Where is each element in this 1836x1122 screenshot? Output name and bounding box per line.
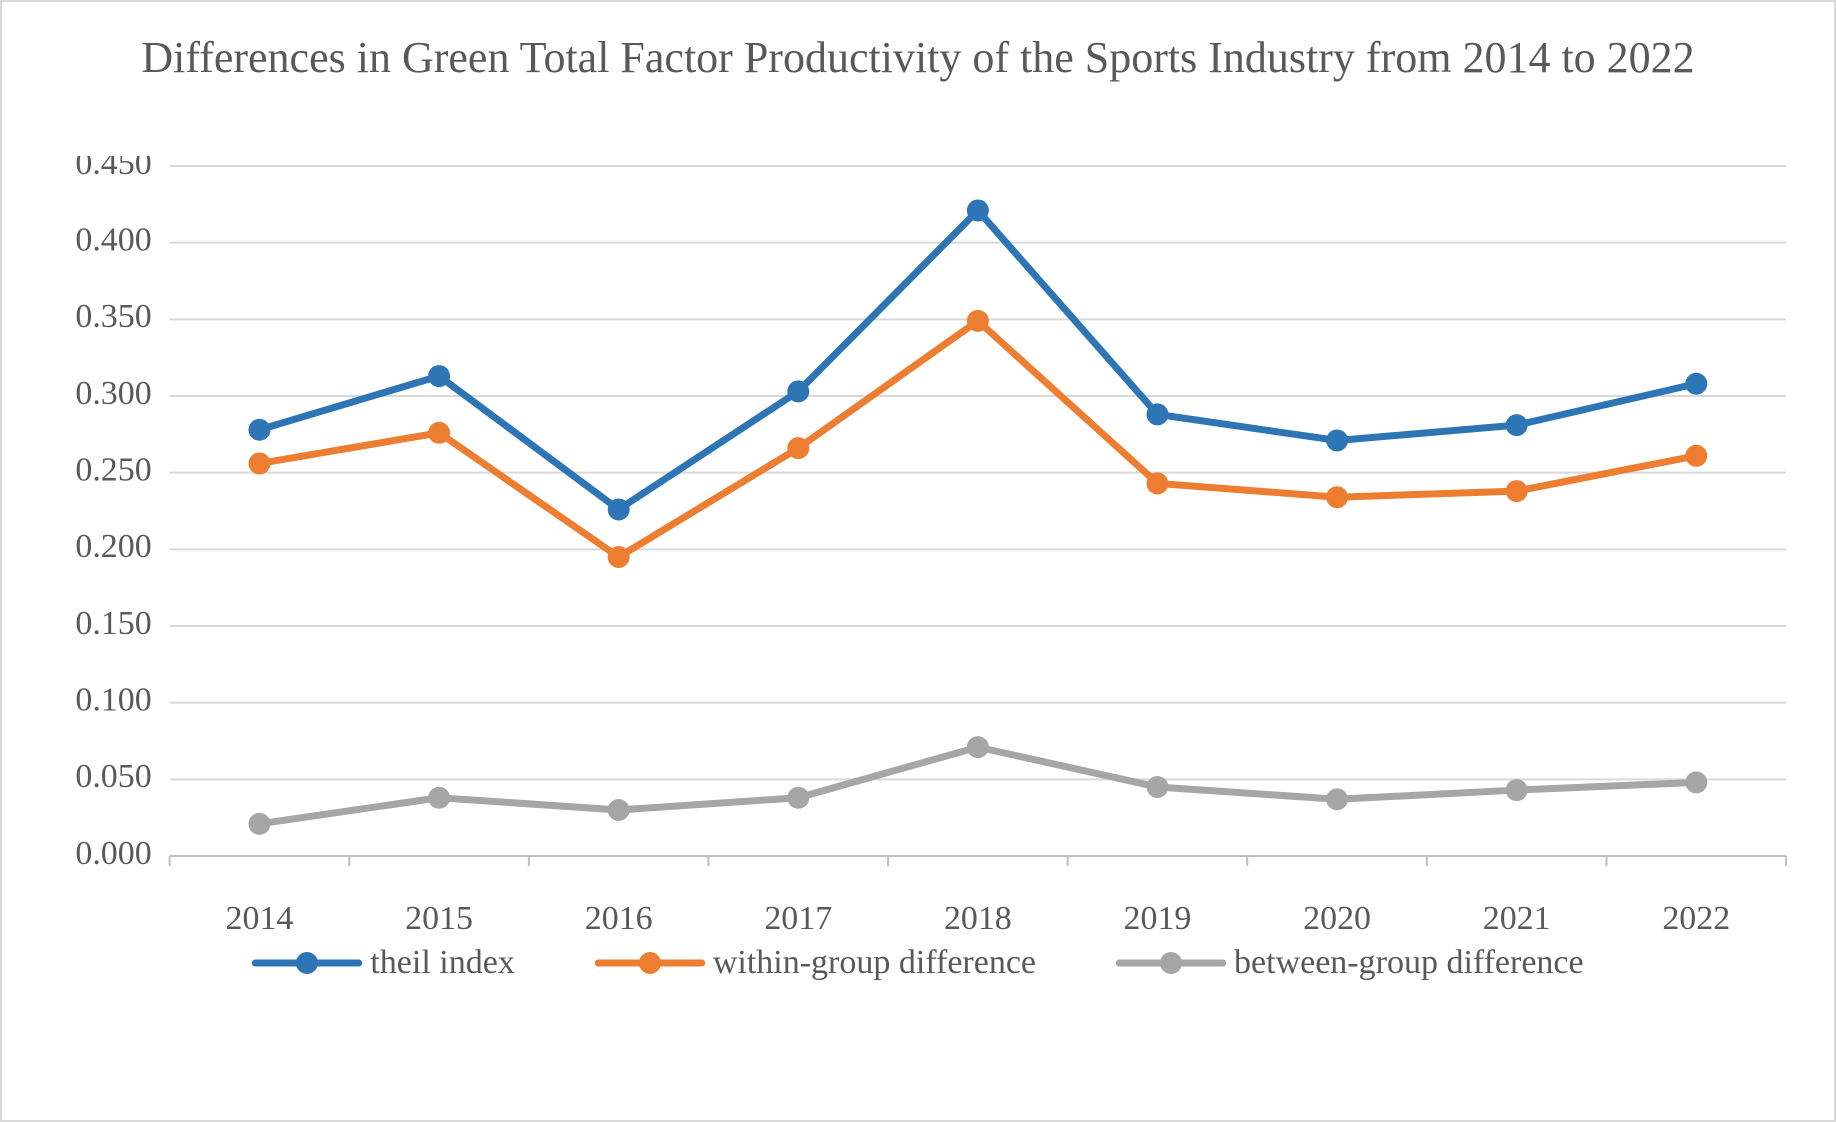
- legend-swatch: [595, 946, 705, 980]
- series-line-within: [259, 321, 1696, 557]
- series-marker-between: [1685, 771, 1707, 793]
- series-marker-theil: [1146, 403, 1168, 425]
- y-tick-label: 0.100: [75, 681, 151, 718]
- legend-label: within-group difference: [713, 944, 1036, 982]
- legend-item-between: between-group difference: [1116, 944, 1584, 982]
- series-group: [248, 199, 1707, 834]
- y-axis: 0.000 0.050 0.100 0.150 0.200 0.250 0.300 0.350…: [75, 156, 151, 872]
- series-line-theil: [259, 210, 1696, 509]
- x-tick-label: 2014: [226, 900, 294, 936]
- series-marker-within: [1326, 486, 1348, 508]
- series-marker-theil: [608, 498, 630, 520]
- x-tick-label: 2022: [1662, 900, 1730, 936]
- legend-label: between-group difference: [1234, 944, 1584, 982]
- series-marker-theil: [1685, 373, 1707, 395]
- y-tick-label: 0.350: [75, 298, 151, 335]
- legend-swatch: [252, 946, 362, 980]
- series-marker-between: [248, 813, 270, 835]
- chart-title: Differences in Green Total Factor Produc…: [80, 30, 1756, 150]
- y-tick-label: 0.300: [75, 375, 151, 412]
- series-marker-within: [1685, 445, 1707, 467]
- series-marker-between: [1146, 776, 1168, 798]
- series-marker-between: [428, 787, 450, 809]
- series-marker-between: [787, 787, 809, 809]
- series-marker-theil: [1506, 414, 1528, 436]
- y-tick-label: 0.400: [75, 221, 151, 258]
- chart-svg: 0.000 0.050 0.100 0.150 0.200 0.250 0.300 0.350…: [20, 156, 1816, 936]
- series-marker-within: [248, 452, 270, 474]
- series-marker-between: [1326, 788, 1348, 810]
- series-marker-theil: [967, 199, 989, 221]
- legend-swatch: [1116, 946, 1226, 980]
- series-marker-between: [608, 799, 630, 821]
- x-tick-label: 2016: [585, 900, 653, 936]
- legend: theil index within-group difference betwee…: [20, 944, 1816, 982]
- y-tick-label: 0.050: [75, 758, 151, 795]
- x-tick-label: 2017: [764, 900, 832, 936]
- series-marker-theil: [428, 365, 450, 387]
- y-tick-label: 0.150: [75, 605, 151, 642]
- chart-container: Differences in Green Total Factor Produc…: [0, 0, 1836, 1122]
- series-marker-theil: [1326, 429, 1348, 451]
- y-tick-label: 0.250: [75, 451, 151, 488]
- y-tick-label: 0.200: [75, 528, 151, 565]
- x-tick-label: 2021: [1483, 900, 1551, 936]
- x-tick-label: 2015: [405, 900, 473, 936]
- series-marker-theil: [248, 419, 270, 441]
- legend-item-theil: theil index: [252, 944, 514, 982]
- x-tick-label: 2020: [1303, 900, 1371, 936]
- plot-area: 0.000 0.050 0.100 0.150 0.200 0.250 0.300 0.350…: [20, 156, 1816, 936]
- x-tick-label: 2019: [1124, 900, 1192, 936]
- series-marker-within: [608, 546, 630, 568]
- series-marker-within: [428, 422, 450, 444]
- series-line-between: [259, 747, 1696, 824]
- series-marker-within: [787, 437, 809, 459]
- x-tick-label: 2018: [944, 900, 1012, 936]
- series-marker-between: [967, 736, 989, 758]
- legend-item-within: within-group difference: [595, 944, 1036, 982]
- series-marker-within: [1506, 480, 1528, 502]
- x-axis: 2014 2015 2016 2017 2018 2019 2020 2021 2022: [170, 856, 1786, 936]
- y-tick-label: 0.000: [75, 835, 151, 872]
- gridlines: [170, 166, 1786, 779]
- y-tick-label: 0.450: [75, 156, 151, 182]
- legend-label: theil index: [370, 944, 514, 982]
- series-marker-within: [967, 310, 989, 332]
- series-marker-between: [1506, 779, 1528, 801]
- series-marker-theil: [787, 380, 809, 402]
- series-marker-within: [1146, 472, 1168, 494]
